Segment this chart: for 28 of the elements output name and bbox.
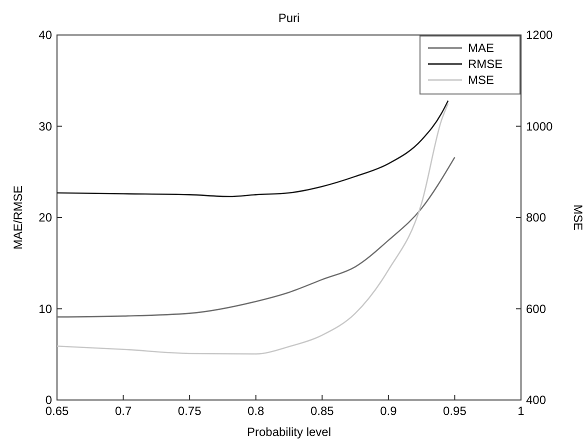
x-tick-label: 0.95 [443, 404, 467, 418]
y2-tick-label: 600 [526, 302, 546, 316]
y-tick-label: 20 [38, 210, 52, 224]
y2-tick-label: 1200 [526, 28, 554, 42]
y-tick-label: 30 [38, 119, 52, 134]
x-tick-label: 0.8 [248, 404, 265, 418]
x-tick-label: 0.9 [380, 404, 398, 418]
legend-label: MAE [468, 41, 494, 55]
x-tick-label: 0.7 [114, 404, 132, 418]
y-axis-title: MAE/RMSE [11, 185, 25, 250]
x-tick-label: 0.75 [178, 404, 202, 418]
x-axis-title: Probability level [246, 425, 332, 439]
y2-tick-label: 800 [526, 210, 546, 224]
x-tick-label: 0.85 [310, 404, 334, 418]
line-series [56, 102, 449, 355]
y2-tick-label: 400 [526, 393, 546, 407]
y-tick-label: 0 [45, 393, 52, 407]
line-series [56, 156, 456, 318]
chart-title: Puri [278, 11, 300, 25]
legend-label: MSE [468, 73, 494, 87]
x-tick-label: 1 [518, 404, 525, 418]
legend-label: RMSE [468, 57, 503, 71]
y2-tick-label: 1000 [526, 119, 554, 134]
y-tick-label: 40 [38, 28, 52, 42]
x-tick-label: 0.65 [45, 404, 69, 418]
y-tick-label: 10 [38, 302, 52, 316]
line-series [56, 100, 449, 198]
y2-axis-title: MSE [571, 204, 584, 231]
